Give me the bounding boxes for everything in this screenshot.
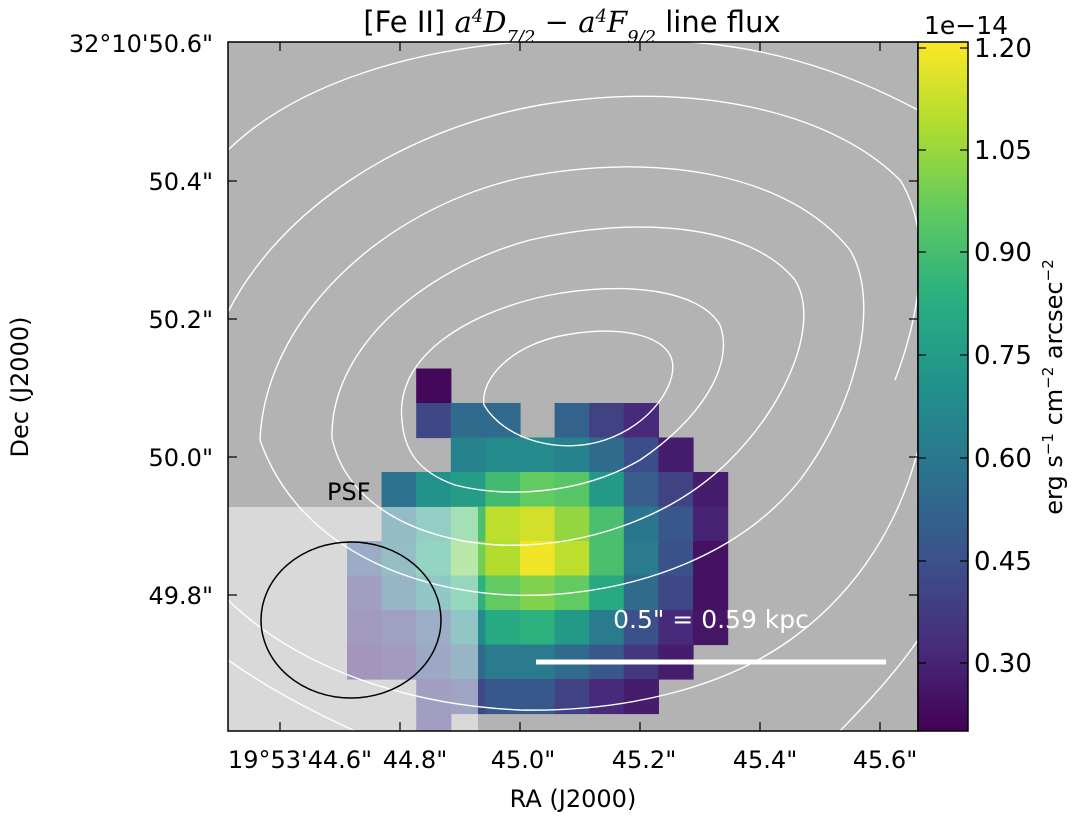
scale-bar-label: 0.5" = 0.59 kpc: [613, 605, 809, 634]
x-tick-label: 44.8": [383, 746, 447, 774]
flux-pixel: [589, 472, 625, 508]
x-axis-label: RA (J2000): [510, 785, 637, 813]
colorbar-tick-label: 1.05: [974, 136, 1032, 166]
flux-pixel: [658, 437, 694, 473]
flux-pixel: [520, 541, 556, 577]
flux-pixel: [416, 368, 452, 404]
colorbar: 1.20 1.05 0.90 0.75 0.60 0.45 0.30 1e−14…: [917, 11, 1068, 732]
y-tick-label: 50.4": [149, 168, 213, 196]
continuum-contours: [228, 42, 918, 731]
y-axis-label: Dec (J2000): [6, 317, 34, 458]
contour-4: [259, 166, 865, 597]
flux-pixel: [623, 610, 659, 646]
psf-label: PSF: [327, 478, 371, 506]
flux-pixel: [450, 403, 486, 439]
flux-pixel: [589, 610, 625, 646]
flux-pixel: [416, 403, 452, 439]
flux-pixel: [485, 610, 521, 646]
contour-6: [228, 42, 918, 731]
flux-pixel: [485, 437, 521, 473]
flux-pixel: [658, 575, 694, 611]
x-tick-label: 45.6": [853, 746, 917, 774]
flux-pixel: [554, 403, 590, 439]
flux-pixel: [658, 541, 694, 577]
flux-pixel: [589, 679, 625, 715]
flux-pixel: [520, 506, 556, 542]
flux-pixel: [589, 541, 625, 577]
colorbar-ticks: [918, 47, 968, 664]
flux-pixel: [554, 472, 590, 508]
colorbar-tick-label: 0.45: [974, 547, 1032, 577]
psf-ellipse: [260, 541, 442, 699]
flux-pixel: [658, 506, 694, 542]
colorbar-tick-label: 1.20: [974, 34, 1032, 64]
flux-pixel: [485, 541, 521, 577]
psf-inset-box: [228, 507, 478, 731]
flux-pixel: [485, 403, 521, 439]
colorbar-tick-label: 0.75: [974, 341, 1032, 371]
colorbar-label: erg s−1 cm−2 arcsec−2: [1039, 259, 1068, 515]
flux-pixel: [658, 610, 694, 646]
x-tick-label: 19°53'44.6": [228, 746, 372, 774]
flux-pixel: [520, 437, 556, 473]
flux-pixel: [485, 472, 521, 508]
flux-pixel: [623, 679, 659, 715]
flux-pixel: [693, 506, 729, 542]
contour-5: [228, 95, 918, 711]
flux-pixel: [485, 506, 521, 542]
flux-pixel: [381, 472, 417, 508]
flux-pixel: [520, 679, 556, 715]
flux-pixel: [693, 575, 729, 611]
contour-1: [483, 330, 674, 447]
y-tick-labels: 32°10'50.6" 50.4" 50.2" 50.0" 49.8": [69, 30, 213, 610]
flux-pixel: [450, 437, 486, 473]
y-tick-label: 50.0": [149, 444, 213, 472]
flux-pixel: [623, 437, 659, 473]
colorbar-tick-label: 0.60: [974, 444, 1032, 474]
flux-pixel: [554, 506, 590, 542]
x-tick-label: 45.2": [612, 746, 676, 774]
colorbar-tick-label: 0.30: [974, 649, 1032, 679]
flux-pixel: [589, 403, 625, 439]
flux-pixel: [554, 610, 590, 646]
flux-pixel: [589, 506, 625, 542]
x-tick-label: 45.4": [733, 746, 797, 774]
colorbar-gradient: [917, 41, 969, 732]
y-tick-label: 49.8": [149, 582, 213, 610]
x-tick-label: 45.0": [491, 746, 555, 774]
flux-pixel: [554, 437, 590, 473]
flux-pixel: [554, 541, 590, 577]
flux-pixel: [623, 541, 659, 577]
flux-pixel: [485, 644, 521, 680]
x-tick-labels: 19°53'44.6" 44.8" 45.0" 45.2" 45.4" 45.6…: [228, 746, 917, 774]
flux-pixel: [416, 472, 452, 508]
chart-title: [Fe II] a4D7/2 − a4F9/2 line flux: [363, 5, 780, 48]
tick-marks: [228, 42, 918, 731]
flux-pixel: [520, 575, 556, 611]
flux-pixel: [589, 575, 625, 611]
contour-2: [400, 287, 725, 493]
y-tick-label: 50.2": [149, 306, 213, 334]
flux-pixel: [693, 610, 729, 646]
colorbar-tick-label: 0.90: [974, 238, 1032, 268]
flux-pixel: [520, 610, 556, 646]
y-tick-label: 32°10'50.6": [69, 30, 213, 58]
colorbar-multiplier: 1e−14: [924, 11, 1008, 40]
flux-pixel: [623, 472, 659, 508]
plot-area: [228, 42, 918, 731]
flux-pixel: [623, 575, 659, 611]
contour-3: [331, 226, 805, 546]
